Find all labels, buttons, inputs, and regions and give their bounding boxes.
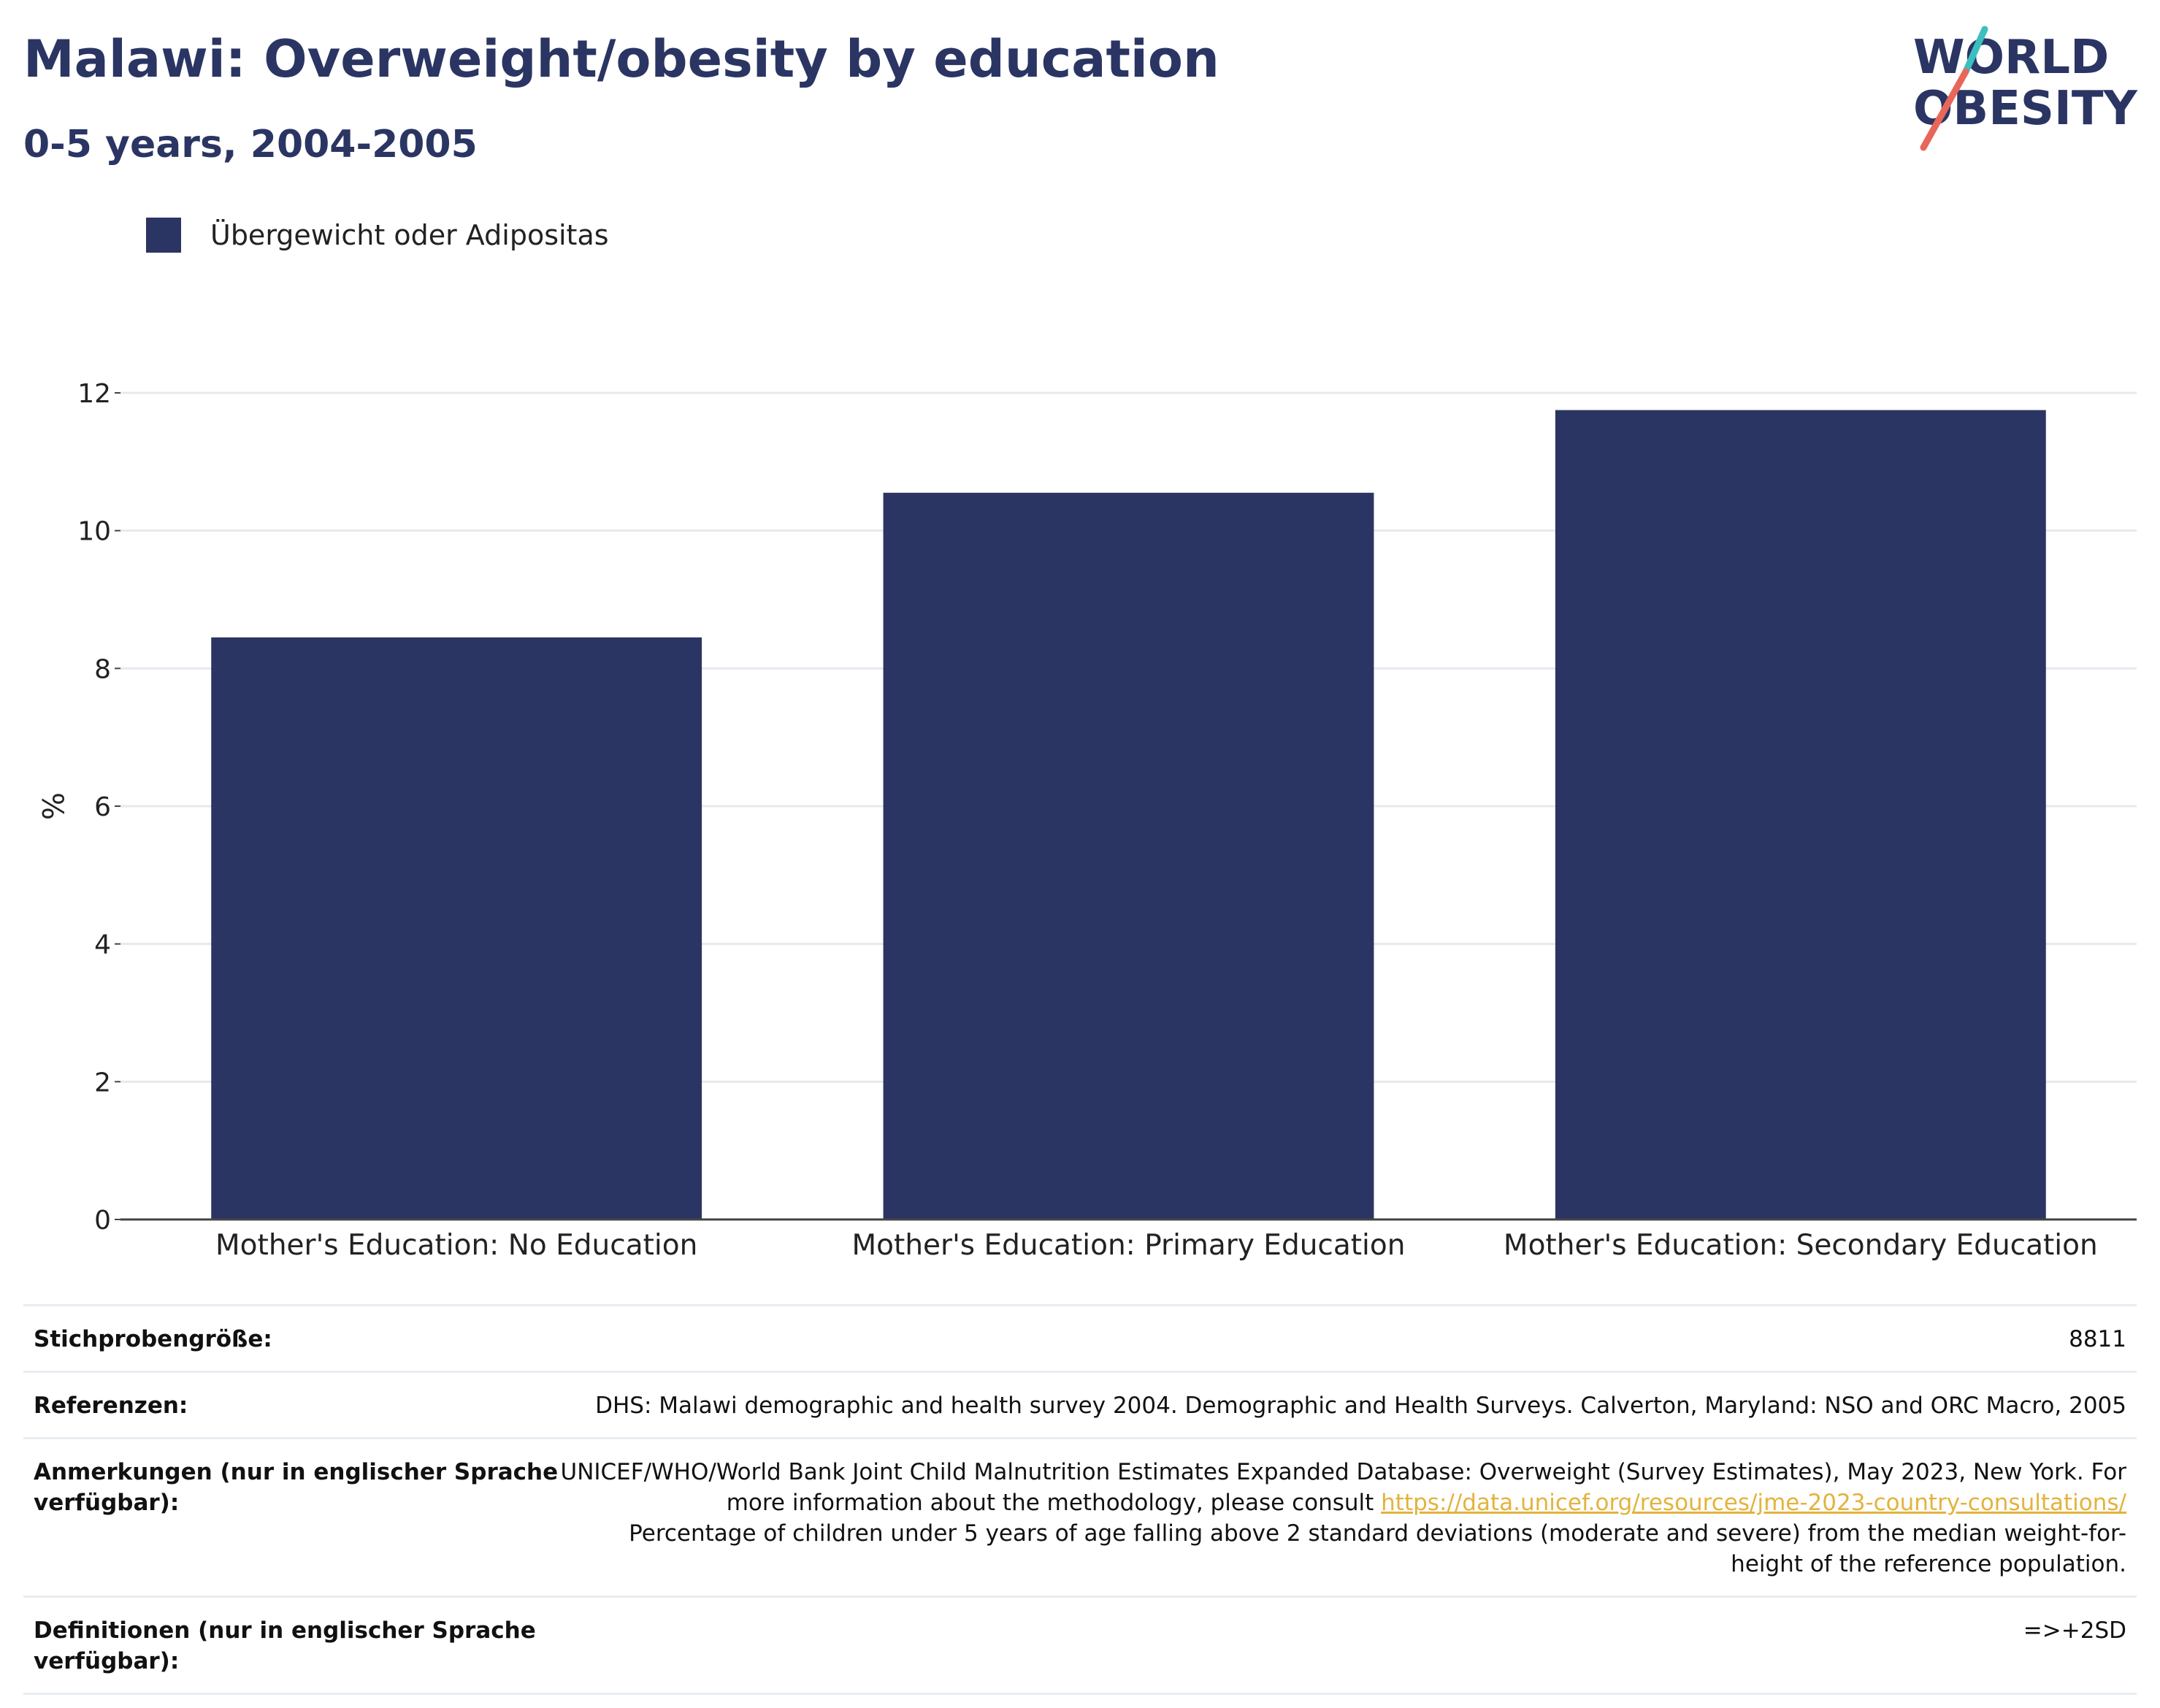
- x-tick-label: Mother's Education: Primary Education: [852, 1229, 1406, 1262]
- info-row-references: Referenzen: DHS: Malawi demographic and …: [23, 1373, 2137, 1439]
- logo-line1: WORLD: [1913, 31, 2109, 85]
- info-table: Stichprobengröße: 8811 Referenzen: DHS: …: [23, 1304, 2137, 1695]
- logo-slash-teal: [1962, 26, 1988, 75]
- methodology-link[interactable]: https://data.unicef.org/resources/jme-20…: [1381, 1490, 2126, 1516]
- sample-size-value: 8811: [2069, 1326, 2126, 1352]
- references-value: DHS: Malawi demographic and health surve…: [595, 1393, 2126, 1419]
- y-tick-label: 8: [94, 654, 111, 684]
- notes-value: UNICEF/WHO/World Bank Joint Child Malnut…: [559, 1457, 2127, 1579]
- y-axis-ticks: 0 2 4 6 8 10 12: [77, 379, 120, 1236]
- bars: [211, 410, 2046, 1220]
- bar: [1555, 410, 2046, 1220]
- legend: Übergewicht oder Adipositas: [146, 218, 609, 253]
- world-obesity-logo: WORLD OBESITY: [1899, 22, 2147, 153]
- sample-size-label: Stichprobengröße:: [34, 1326, 272, 1352]
- logo-line2: OBESITY: [1913, 82, 2137, 136]
- x-tick-label: Mother's Education: Secondary Education: [1504, 1229, 2098, 1262]
- y-axis-label: %: [35, 792, 69, 820]
- notes-label: Anmerkungen (nur in englischer Sprache v…: [34, 1459, 559, 1516]
- x-tick-label: Mother's Education: No Education: [215, 1229, 697, 1262]
- notes-text: UNICEF/WHO/World Bank Joint Child Malnut…: [560, 1459, 2127, 1516]
- references-label: Referenzen:: [34, 1393, 188, 1419]
- chart-subtitle: 0-5 years, 2004-2005: [23, 123, 478, 166]
- notes-definition-text: Percentage of children under 5 years of …: [629, 1520, 2126, 1577]
- chart-title: Malawi: Overweight/obesity by education: [23, 29, 1219, 89]
- y-tick-label: 2: [94, 1068, 111, 1098]
- y-tick-label: 6: [94, 792, 111, 822]
- info-row-sample-size: Stichprobengröße: 8811: [23, 1306, 2137, 1373]
- legend-swatch: [146, 218, 181, 253]
- y-tick-label: 12: [77, 379, 111, 409]
- definitions-label: Definitionen (nur in englischer Sprache …: [34, 1617, 536, 1674]
- logo-slash-coral: [1920, 68, 1969, 151]
- bar: [211, 637, 702, 1219]
- y-tick-label: 10: [77, 517, 111, 547]
- y-tick-label: 0: [94, 1206, 111, 1236]
- legend-label: Übergewicht oder Adipositas: [210, 219, 609, 251]
- definitions-value: =>+2SD: [2023, 1617, 2126, 1644]
- info-row-notes: Anmerkungen (nur in englischer Sprache v…: [23, 1439, 2137, 1598]
- y-tick-label: 4: [94, 930, 111, 960]
- info-row-definitions: Definitionen (nur in englischer Sprache …: [23, 1598, 2137, 1695]
- x-axis-labels: Mother's Education: No Education Mother's…: [215, 1229, 2098, 1262]
- bar-chart: 0 2 4 6 8 10 12 Mother's Education: No Educati…: [35, 379, 2137, 1262]
- bar: [883, 492, 1374, 1219]
